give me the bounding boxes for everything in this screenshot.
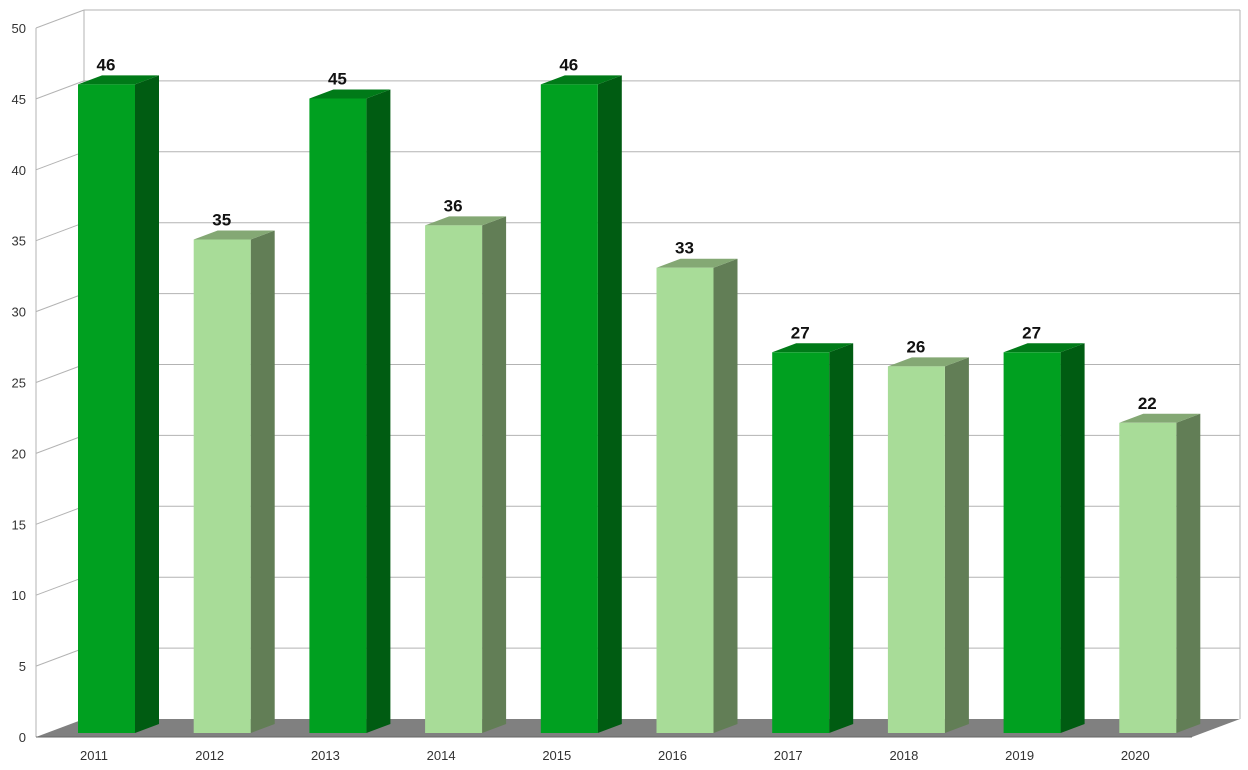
data-label: 35 [212, 211, 231, 230]
side-gridline [35, 293, 85, 313]
bar-2016 [656, 258, 738, 733]
x-tick-label: 2013 [311, 748, 340, 763]
bar-2012 [193, 230, 275, 733]
data-label: 22 [1138, 394, 1157, 413]
bar-top [78, 75, 159, 85]
side-gridline [35, 576, 85, 596]
bar-side [713, 258, 738, 733]
bar-side [250, 230, 275, 733]
x-tick-label: 2015 [542, 748, 571, 763]
side-gridline [35, 434, 85, 454]
bar-front [78, 84, 135, 733]
bar-top [425, 216, 507, 226]
side-gridline [35, 80, 85, 100]
data-label: 33 [675, 239, 694, 258]
y-tick-label: 20 [12, 446, 26, 461]
y-tick-label: 5 [19, 659, 26, 674]
bar-side [1060, 343, 1085, 733]
bar-top [656, 258, 738, 268]
data-label: 26 [906, 337, 925, 356]
x-tick-label: 2016 [658, 748, 687, 763]
bar-side [482, 216, 507, 733]
data-label: 36 [444, 196, 463, 215]
bar-side [829, 343, 854, 733]
x-tick-label: 2014 [427, 748, 456, 763]
bar-top [887, 357, 969, 367]
bar-front [1119, 422, 1177, 733]
x-tick-label: 2018 [889, 748, 918, 763]
side-gridline [35, 9, 85, 29]
side-gridline [35, 505, 85, 525]
bar-front [309, 98, 367, 733]
bar-side [944, 357, 969, 733]
bar-top [1119, 413, 1201, 423]
y-tick-label: 50 [12, 21, 26, 36]
data-label: 46 [559, 55, 578, 74]
bar-front [540, 84, 598, 733]
data-label: 27 [1022, 323, 1041, 342]
bar-side [366, 89, 391, 733]
bar-front [1003, 352, 1061, 733]
bar-top [193, 230, 275, 240]
y-tick-label: 35 [12, 234, 26, 249]
y-tick-label: 10 [12, 588, 26, 603]
bar-top [540, 75, 622, 85]
bar-front [772, 352, 830, 733]
side-gridline [35, 364, 85, 383]
bar-2017 [772, 343, 854, 733]
bar-2019 [1003, 343, 1085, 733]
x-tick-label: 2017 [774, 748, 803, 763]
y-tick-label: 40 [12, 163, 26, 178]
bar-2014 [425, 216, 507, 733]
bar-front [656, 267, 714, 733]
bar-top [309, 89, 391, 99]
y-tick-label: 25 [12, 376, 26, 391]
bar-2011 [78, 75, 159, 733]
bar-2015 [540, 75, 622, 733]
x-tick-label: 2012 [195, 748, 224, 763]
bar-top [1003, 343, 1085, 353]
side-gridline [35, 222, 85, 242]
bar-side [597, 75, 622, 733]
bar-side [1176, 413, 1201, 733]
y-tick-label: 45 [12, 92, 26, 107]
bar-top [772, 343, 854, 353]
y-tick-label: 30 [12, 305, 26, 320]
bar-2020 [1119, 413, 1201, 733]
data-label: 46 [97, 55, 116, 74]
bar-front [887, 366, 945, 733]
side-gridline [35, 151, 85, 171]
bar-front [193, 239, 251, 733]
bar-side [135, 75, 159, 733]
bar-front [425, 225, 483, 733]
x-tick-label: 2020 [1121, 748, 1150, 763]
side-gridline [35, 647, 85, 667]
data-label: 45 [328, 70, 347, 89]
x-tick-label: 2019 [1005, 748, 1034, 763]
y-tick-label: 15 [12, 517, 26, 532]
bar-2018 [887, 357, 969, 733]
x-tick-label: 2011 [80, 748, 108, 763]
y-tick-label: 0 [19, 730, 26, 745]
data-label: 27 [791, 323, 810, 342]
bar-2013 [309, 89, 391, 733]
